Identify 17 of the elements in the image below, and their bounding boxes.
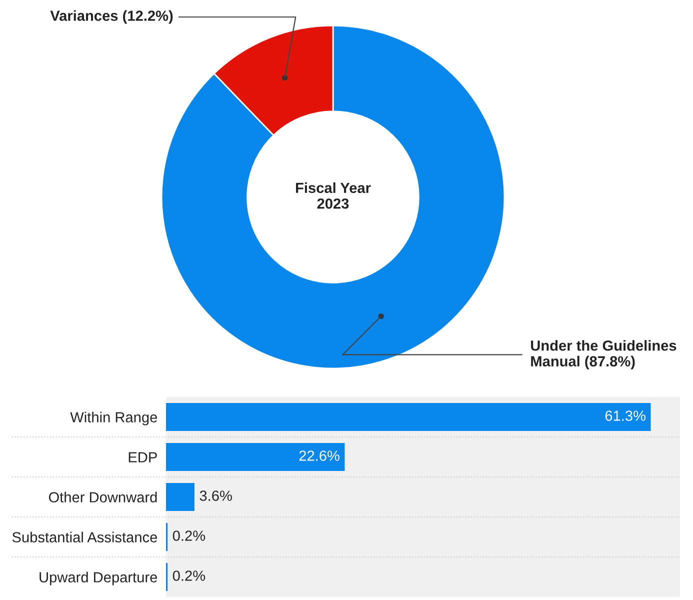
y-tick-label: Other Downward bbox=[48, 492, 157, 502]
bar bbox=[166, 443, 345, 471]
slice-label: Variances (12.2%) bbox=[50, 10, 173, 24]
bar bbox=[166, 483, 194, 511]
donut-slice bbox=[160, 24, 506, 370]
data-label: 0.2% bbox=[172, 570, 206, 581]
bar bbox=[166, 403, 651, 431]
y-tick-label: Within Range bbox=[70, 412, 158, 426]
y-tick-label: EDP bbox=[128, 452, 157, 462]
data-label: 0.2% bbox=[172, 530, 206, 541]
y-tick-label: Substantial Assistance bbox=[12, 532, 158, 542]
data-label: 61.3% bbox=[605, 410, 646, 421]
data-label: 3.6% bbox=[200, 490, 232, 501]
data-label: 22.6% bbox=[299, 450, 340, 461]
y-tick-label: Upward Departure bbox=[40, 572, 158, 586]
slice-label: Under the Guidelines Manual (87.8%) bbox=[531, 340, 676, 370]
text: Fiscal Year 2023 bbox=[296, 182, 371, 209]
